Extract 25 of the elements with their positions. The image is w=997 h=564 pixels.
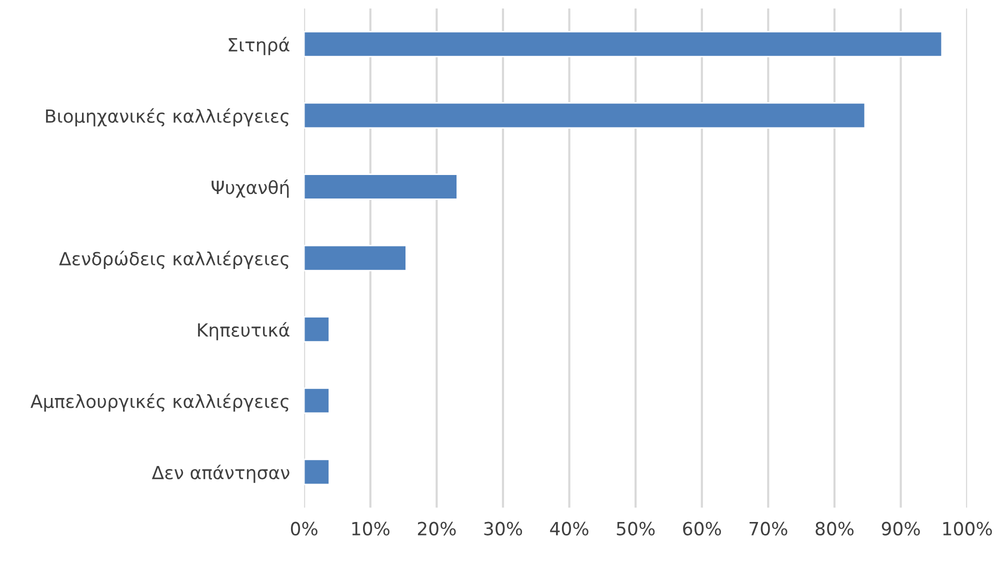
y-tick-label: Δενδρώδεις καλλιέργειες [59, 250, 288, 270]
bar [304, 316, 330, 343]
x-tick-label: 90% [882, 522, 920, 536]
x-tick-label: 40% [550, 522, 588, 536]
y-tick-label: Δεν απάντησαν [152, 464, 290, 483]
y-tick-label: Ψυχανθή [212, 180, 289, 198]
x-tick-label: 80% [816, 522, 854, 536]
bar [304, 244, 407, 272]
x-tick-label: 20% [418, 522, 456, 536]
x-tick-label: 60% [683, 522, 721, 536]
bar [304, 387, 330, 414]
bar [304, 102, 866, 129]
bar [304, 458, 330, 486]
y-tick-label: Αμπελουργικές καλλιέργειες [30, 393, 288, 412]
y-tick-label: Βιομηχανικές καλλιέργειες [46, 108, 288, 126]
x-tick-label: 0% [290, 522, 318, 536]
y-tick-label: Κηπευτικά [198, 322, 290, 340]
x-tick-label: 70% [750, 522, 788, 536]
x-tick-label: 100% [943, 522, 992, 536]
y-tick-label: Σιτηρά [228, 36, 290, 56]
x-tick-label: 10% [352, 522, 390, 536]
bar [304, 174, 458, 200]
bar [304, 30, 943, 58]
x-tick-label: 30% [484, 522, 522, 536]
x-tick-label: 50% [616, 522, 655, 536]
